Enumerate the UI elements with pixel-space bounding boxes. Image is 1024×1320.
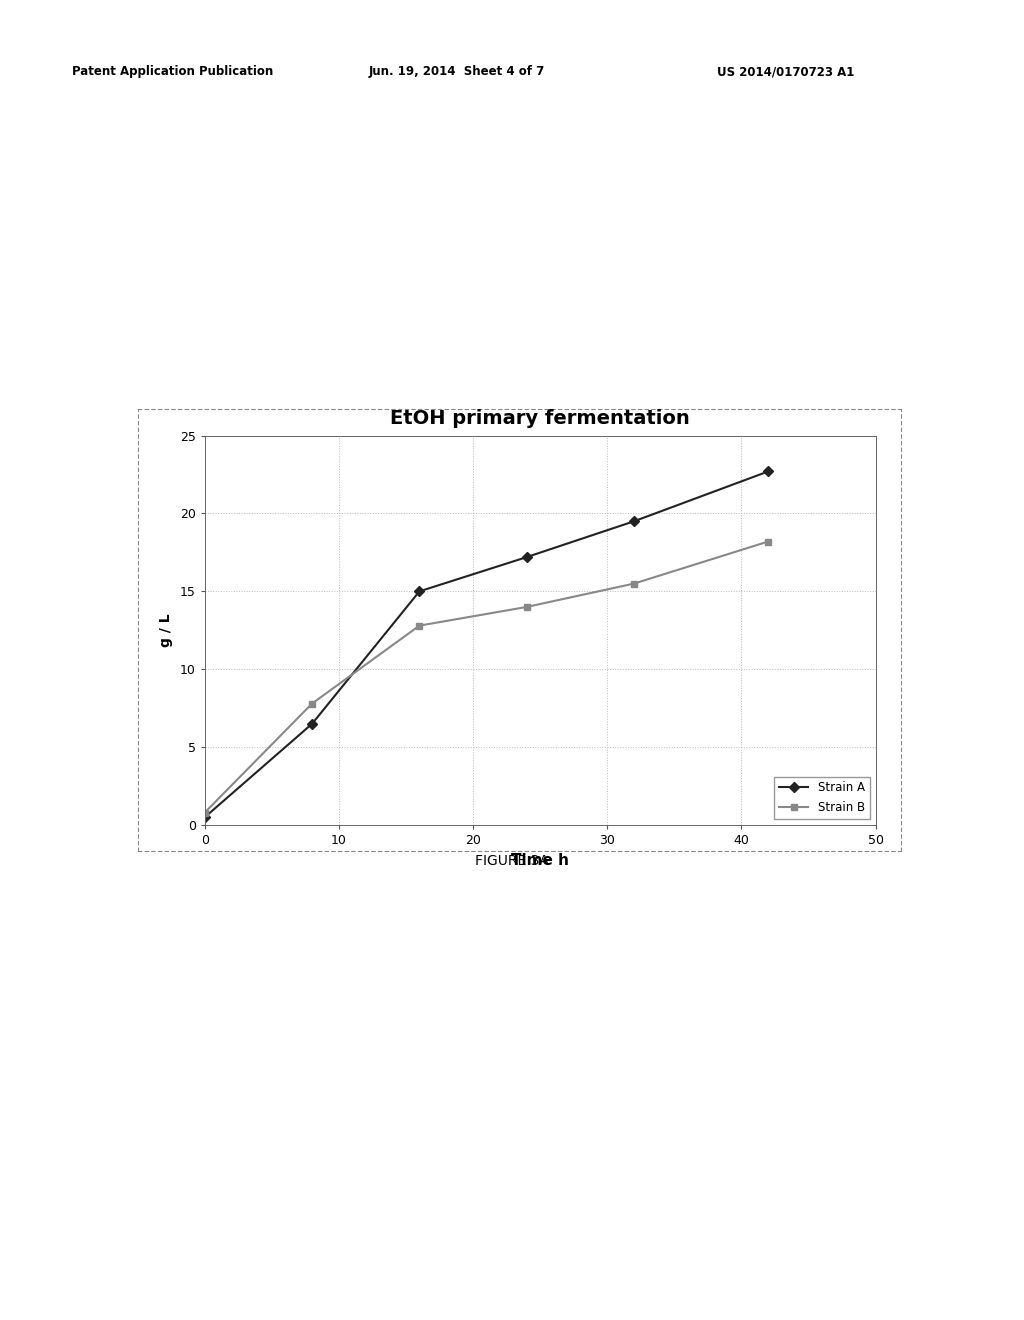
Strain A xyxy=(306,715,318,731)
Strain A xyxy=(520,549,532,565)
Strain B xyxy=(520,599,532,615)
Strain B xyxy=(199,805,211,821)
Line: Strain B: Strain B xyxy=(202,539,772,816)
Strain B xyxy=(762,533,774,549)
Strain A xyxy=(414,583,426,599)
Legend: Strain A, Strain B: Strain A, Strain B xyxy=(774,776,869,820)
Text: US 2014/0170723 A1: US 2014/0170723 A1 xyxy=(717,65,854,78)
Line: Strain A: Strain A xyxy=(202,469,772,821)
Strain A xyxy=(762,463,774,479)
Text: FIGURE 3A: FIGURE 3A xyxy=(475,854,549,867)
X-axis label: Time h: Time h xyxy=(511,853,569,867)
Strain A xyxy=(628,513,640,529)
Y-axis label: g / L: g / L xyxy=(159,614,173,647)
Strain B xyxy=(306,696,318,711)
Text: Jun. 19, 2014  Sheet 4 of 7: Jun. 19, 2014 Sheet 4 of 7 xyxy=(369,65,545,78)
Text: Patent Application Publication: Patent Application Publication xyxy=(72,65,273,78)
Strain A xyxy=(199,809,211,825)
Title: EtOH primary fermentation: EtOH primary fermentation xyxy=(390,409,690,429)
Strain B xyxy=(628,576,640,591)
Strain B xyxy=(414,618,426,634)
